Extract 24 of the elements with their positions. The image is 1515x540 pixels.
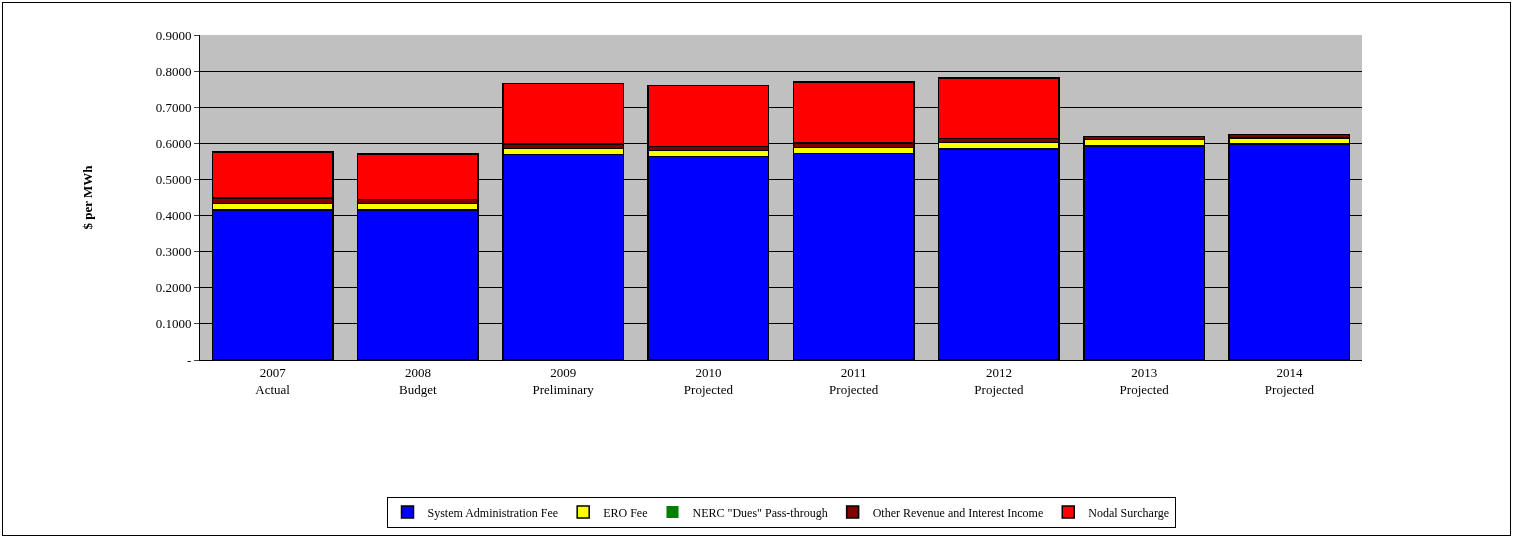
y-tick-label: 0.2000 [155, 280, 192, 296]
legend-label: Other Revenue and Interest Income [872, 505, 1044, 520]
x-tick-label: 2013 Projected [1119, 364, 1170, 397]
x-tick-label: 2007 Actual [255, 364, 291, 397]
y-tick-label: 0.9000 [155, 27, 192, 43]
x-tick-label: 2012 Projected [974, 364, 1024, 397]
x-tick-label: 2011 Projected [829, 364, 879, 397]
y-tick-label: 0.8000 [155, 63, 192, 79]
y-axis-title: $ per MWh [79, 164, 95, 230]
y-tick-label: 0.3000 [155, 244, 192, 260]
y-tick-label: 0.1000 [155, 316, 192, 332]
x-tick-label: 2010 Projected [683, 364, 734, 397]
y-tick-label: 0.6000 [155, 135, 192, 151]
legend-label: NERC "Dues" Pass-through [692, 505, 828, 520]
x-tick-label: 2009 Preliminary [532, 364, 595, 397]
legend-label: Nodal Surcharge [1088, 505, 1170, 520]
x-tick-label: 2014 Projected [1264, 364, 1315, 397]
y-tick-label: - [187, 352, 192, 368]
legend-label: System Administration Fee [427, 505, 559, 520]
x-tick-label: 2008 Budget [399, 364, 438, 397]
y-tick-label: 0.7000 [155, 99, 192, 115]
y-tick-label: 0.5000 [155, 171, 192, 187]
y-tick-label: 0.4000 [155, 208, 192, 224]
legend-label: ERO Fee [603, 505, 648, 520]
